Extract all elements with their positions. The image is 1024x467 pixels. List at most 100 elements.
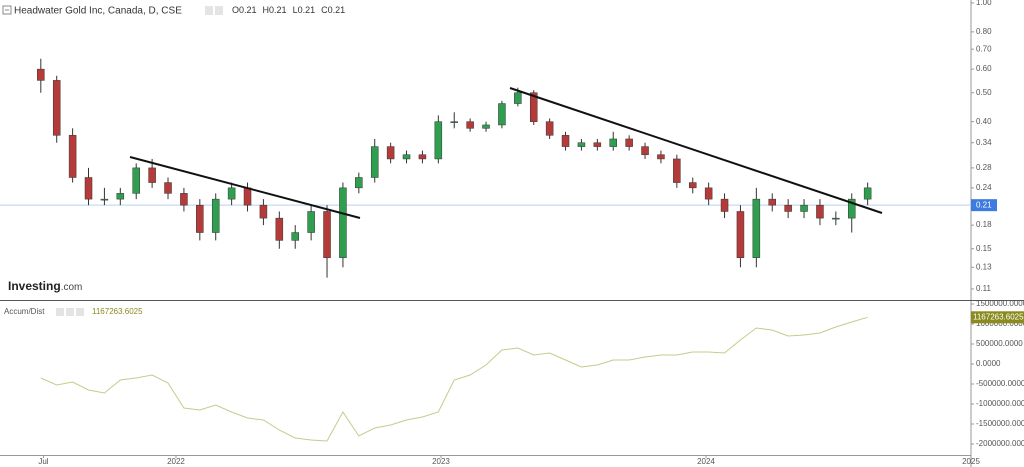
y-tick-label: -1500000.0000 [976,419,1024,428]
ohlc-key: L [293,5,298,15]
last-price-label: 0.21 [976,200,992,209]
y-tick-label: 1500000.0000 [976,299,1024,308]
y-tick-label: 0.18 [976,220,992,229]
candle-body [323,211,331,258]
ohlc-value: 0.21 [328,5,346,15]
indicator-value: 1167263.6025 [92,307,143,316]
candle-body [418,154,427,160]
x-tick-label: 2023 [432,457,450,466]
candle-body [450,121,458,123]
candle-body [132,167,140,194]
ohlc-value: 0.21 [239,5,257,15]
candle-body [641,146,649,155]
candle-body [386,146,395,160]
ohlc-value: 0.21 [298,5,316,15]
y-tick-label: 0.13 [976,262,992,271]
ohlc-key: H [263,5,270,15]
brand-suffix: .com [61,282,83,293]
candle-body [704,187,713,200]
candle-body [291,232,299,241]
candle-body [196,204,204,233]
candle-body [577,142,586,147]
y-tick-label: 1000000.0000 [976,319,1024,328]
ohlc-key: O [232,5,239,15]
candle-body [307,211,315,233]
trend-line [509,87,883,214]
ad-value-box [971,311,1024,324]
trend-line [129,156,361,219]
candle-body [180,193,188,206]
candle-body [434,121,443,160]
indicator-settings[interactable] [56,308,64,316]
ohlc-value: 0.21 [269,5,287,15]
candle-body [625,138,633,147]
ohlc-item: H0.21 [263,5,287,15]
candle-body [561,135,570,147]
hide-button[interactable] [215,6,223,15]
settings-button[interactable] [205,6,213,15]
candle-body [800,204,808,212]
candle-body [545,121,554,136]
y-tick-label: 0.28 [976,163,992,172]
candle-body [673,158,681,183]
candle-body [847,198,856,219]
candle-body [339,187,347,258]
ohlc-item: L0.21 [293,5,316,15]
candle-body [259,204,268,219]
collapse-icon[interactable] [2,5,12,15]
candle-body [816,204,824,219]
candle-body [243,187,252,206]
brand-logo: Investing.com [8,279,82,293]
candle-body [37,68,45,81]
y-tick-label: 500000.0000 [976,339,1023,348]
candle-body [688,182,697,189]
y-tick-label: 0.34 [976,138,992,147]
x-tick-label: Jul [38,457,48,466]
candle-body [752,198,761,258]
y-tick-label: 0.15 [976,244,992,253]
indicator-close[interactable] [76,308,84,316]
y-tick-label: 0.24 [976,183,992,192]
x-tick-label: 2022 [167,457,185,466]
indicator-hide[interactable] [66,308,74,316]
candle-body [498,103,506,126]
y-tick-label: -1000000.0000 [976,399,1024,408]
x-tick-label: 2025 [962,457,980,466]
y-tick-label: -500000.0000 [976,379,1024,388]
y-tick-label: -2000000.0000 [976,439,1024,448]
candle-body [768,198,776,206]
candle-body [52,80,61,136]
candle-body [863,187,872,200]
candle-body [402,154,411,160]
x-tick-label: 2024 [697,457,715,466]
candle-body [720,198,729,212]
y-tick-label: 0.0000 [976,359,1001,368]
y-tick-label: 0.50 [976,88,992,97]
y-tick-label: 1.00 [976,0,992,7]
candle-body [609,138,617,147]
candle-body [355,177,363,189]
candle-body [593,142,602,147]
y-tick-label: 0.40 [976,117,992,126]
y-tick-label: 0.60 [976,64,992,73]
ohlc-key: C [321,5,328,15]
indicator-title: Accum/Dist [4,307,45,316]
candle-body [275,217,284,241]
candle-body [100,198,109,201]
y-tick-label: 0.80 [976,27,992,36]
candle-body [164,182,172,194]
ohlc-item: O0.21 [232,5,257,15]
candle-body [148,167,156,183]
ohlc-item: C0.21 [321,5,345,15]
candle-body [529,92,538,122]
candle-body [84,177,93,200]
last-price-box [971,199,997,212]
symbol-title: Headwater Gold Inc, Canada, D, CSE [14,6,182,17]
candle-body [657,154,665,160]
candle-body [116,193,125,200]
brand: Investing [8,279,61,293]
y-tick-label: 0.70 [976,44,992,53]
candle-body [211,198,220,233]
